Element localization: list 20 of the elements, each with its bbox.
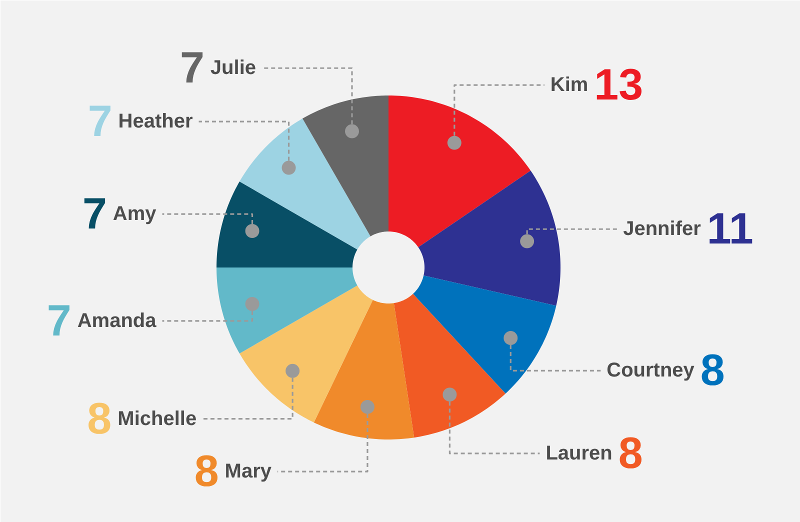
- data-label: 7: [88, 97, 112, 146]
- data-label: 11: [706, 204, 754, 254]
- slice-label: Heather: [118, 110, 193, 133]
- slice-label: Jennifer: [623, 218, 702, 240]
- data-label: 8: [194, 447, 219, 496]
- slice-label: Lauren: [546, 442, 612, 464]
- data-label: 7: [46, 296, 72, 346]
- slice-label: Kim: [550, 74, 588, 96]
- data-label: 7: [180, 44, 204, 93]
- slice-label: Mary: [224, 460, 272, 483]
- slice-label: Michelle: [118, 408, 197, 430]
- data-label: 8: [700, 346, 725, 396]
- slice-label: Julie: [210, 57, 256, 80]
- slice-label: Amy: [112, 203, 158, 226]
- data-label: 8: [618, 428, 643, 478]
- data-label: 13: [594, 60, 644, 110]
- data-label: 7: [82, 190, 107, 239]
- data-label: 8: [87, 394, 112, 444]
- slice-label: Courtney: [606, 360, 696, 382]
- slice-label: Amanda: [77, 310, 158, 332]
